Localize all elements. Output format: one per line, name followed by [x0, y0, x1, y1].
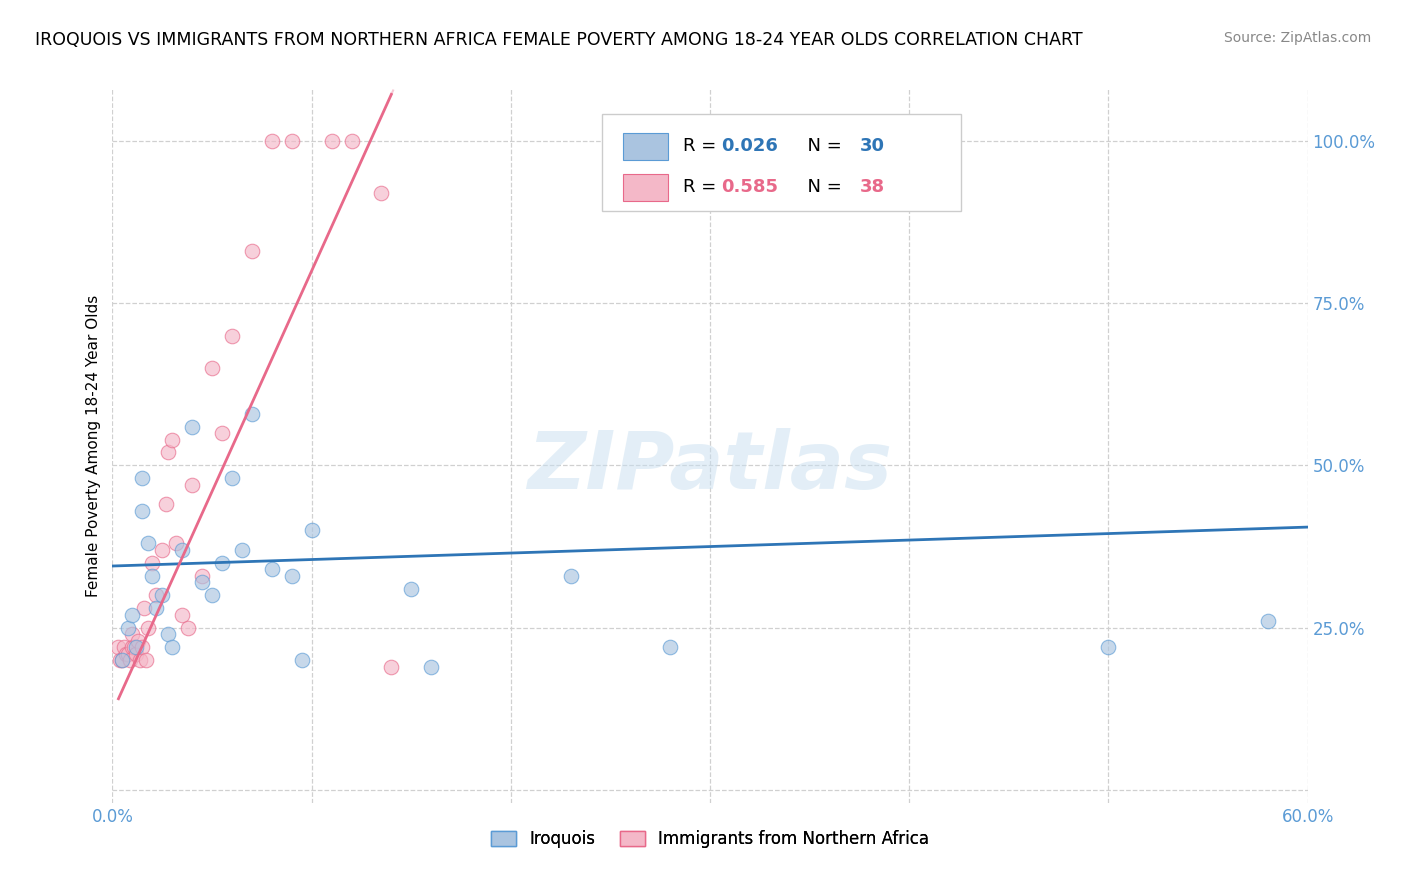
Text: 38: 38 [859, 178, 884, 196]
Point [145, 588, 167, 602]
Point [172, 542, 194, 557]
Point [321, 134, 343, 148]
Point [211, 425, 233, 440]
Point [260, 134, 283, 148]
Bar [623, 133, 668, 160]
Point [380, 659, 402, 673]
Point [659, 640, 682, 654]
Point [201, 361, 224, 376]
Point [117, 621, 139, 635]
Text: 0.585: 0.585 [721, 178, 778, 196]
Y-axis label: Female Poverty Among 18-24 Year Olds: Female Poverty Among 18-24 Year Olds [86, 295, 101, 597]
Point [141, 568, 163, 582]
Text: N =: N = [796, 178, 848, 196]
Point [157, 627, 180, 641]
Point [340, 134, 363, 148]
Point [120, 653, 142, 667]
Point [201, 588, 224, 602]
Point [127, 633, 149, 648]
Point [157, 445, 180, 459]
Point [291, 653, 314, 667]
Point [131, 504, 153, 518]
Point [172, 607, 194, 622]
Point [211, 556, 233, 570]
Point [401, 582, 423, 596]
Text: N =: N = [796, 137, 848, 155]
Point [1097, 640, 1119, 654]
Text: 30: 30 [859, 137, 884, 155]
Point [121, 607, 143, 622]
Point [260, 562, 283, 576]
Point [110, 653, 132, 667]
Point [131, 471, 153, 485]
Point [221, 328, 243, 343]
Point [181, 419, 204, 434]
Point [162, 433, 183, 447]
Point [134, 601, 156, 615]
Point [107, 640, 129, 654]
Point [124, 640, 146, 654]
Point [135, 653, 157, 667]
Point [301, 524, 323, 538]
Point [114, 640, 135, 654]
Text: ZIPatlas: ZIPatlas [527, 428, 893, 507]
Point [121, 640, 143, 654]
Point [138, 621, 160, 635]
Text: Source: ZipAtlas.com: Source: ZipAtlas.com [1223, 31, 1371, 45]
Legend: Iroquois, Immigrants from Northern Africa: Iroquois, Immigrants from Northern Afric… [484, 824, 936, 855]
Text: R =: R = [682, 137, 721, 155]
Point [125, 640, 148, 654]
Point [141, 556, 163, 570]
Text: 0.026: 0.026 [721, 137, 778, 155]
Point [231, 542, 253, 557]
Point [145, 601, 167, 615]
Point [1257, 614, 1279, 628]
Point [181, 478, 204, 492]
Point [281, 134, 304, 148]
Point [177, 621, 200, 635]
Point [150, 588, 173, 602]
Point [191, 575, 214, 590]
Point [165, 536, 187, 550]
Point [111, 653, 134, 667]
FancyBboxPatch shape [603, 114, 962, 211]
Point [281, 568, 304, 582]
Bar [623, 174, 668, 201]
Point [125, 647, 148, 661]
Point [115, 647, 138, 661]
Point [240, 244, 263, 259]
Point [560, 568, 582, 582]
Point [150, 542, 173, 557]
Point [155, 497, 177, 511]
Point [117, 647, 139, 661]
Point [370, 186, 392, 200]
Point [121, 627, 143, 641]
Point [111, 653, 134, 667]
Text: IROQUOIS VS IMMIGRANTS FROM NORTHERN AFRICA FEMALE POVERTY AMONG 18-24 YEAR OLDS: IROQUOIS VS IMMIGRANTS FROM NORTHERN AFR… [35, 31, 1083, 49]
Point [131, 640, 153, 654]
Point [162, 640, 183, 654]
Point [240, 407, 263, 421]
Point [191, 568, 214, 582]
Point [420, 659, 443, 673]
Text: R =: R = [682, 178, 721, 196]
Point [138, 536, 160, 550]
Point [129, 653, 152, 667]
Point [221, 471, 243, 485]
